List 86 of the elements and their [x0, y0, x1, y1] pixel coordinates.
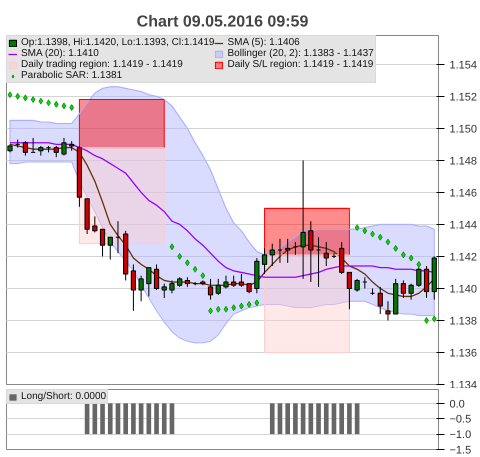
point: [23, 94, 28, 102]
candlestick: [216, 278, 221, 296]
candlestick: [408, 283, 414, 300]
candlestick: [285, 238, 290, 264]
candlestick: [38, 145, 44, 156]
y-tick-label: 0.0: [450, 398, 465, 410]
point: [416, 261, 422, 268]
point: [200, 272, 206, 279]
candlestick: [146, 267, 152, 297]
candlestick: [231, 275, 236, 288]
legend-label: SMA (20): 1.1410: [21, 48, 99, 59]
point: [354, 224, 360, 231]
candlestick: [354, 278, 360, 292]
candlestick: [208, 278, 214, 300]
y-tick-label: 1.152: [450, 91, 478, 104]
point: [38, 98, 44, 104]
candlestick: [300, 160, 306, 280]
point: [254, 300, 260, 306]
legend-label: SMA (5): 1.1406: [227, 37, 300, 48]
point: [30, 96, 36, 103]
chart-title: Chart 09.05.2016 09:59: [136, 14, 308, 30]
point: [54, 101, 59, 108]
point: [401, 252, 406, 258]
y-tick-label: 1.136: [450, 347, 478, 360]
legend-label: Daily trading region: 1.1419 - 1.1419: [21, 59, 183, 70]
candlestick: [238, 274, 244, 288]
candlestick: [100, 228, 106, 257]
y-tick-label: 1.144: [450, 219, 478, 232]
point: [246, 301, 252, 308]
candlestick: [346, 272, 352, 310]
point: [432, 316, 437, 322]
y-tick-label: −1.0: [450, 429, 472, 442]
candlestick: [69, 140, 74, 152]
point: [185, 260, 190, 266]
point: [378, 234, 383, 241]
candlestick: [308, 220, 314, 283]
y-tick-label: 1.138: [450, 315, 478, 328]
candlestick: [92, 216, 98, 233]
y-tick-label: −0.5: [450, 414, 472, 426]
point: [362, 228, 368, 234]
candlestick: [246, 283, 252, 294]
y-tick-label: 1.150: [450, 123, 478, 136]
candlestick: [54, 145, 59, 158]
candlestick: [400, 280, 406, 299]
legend-label: Bollinger (20, 2): 1.1383 - 1.1437: [227, 48, 374, 59]
candlestick: [424, 266, 430, 299]
y-tick-label: −1.5: [450, 444, 472, 456]
point: [15, 93, 20, 100]
y-tick-label: 1.148: [450, 155, 478, 168]
candlestick: [61, 137, 67, 156]
y-tick-label: 1.140: [450, 283, 478, 296]
candlestick: [130, 264, 136, 312]
candlestick: [385, 300, 391, 321]
candlestick: [169, 280, 175, 294]
candlestick: [177, 276, 182, 288]
point: [216, 306, 221, 313]
candlestick: [324, 242, 329, 267]
point: [170, 244, 174, 250]
candlestick: [138, 275, 144, 302]
point: [386, 238, 390, 246]
candlestick: [262, 248, 268, 275]
candlestick: [184, 276, 190, 288]
legend-label: Long/Short: 0.0000: [21, 391, 106, 402]
point: [424, 317, 429, 324]
candlestick: [154, 264, 160, 291]
candlestick: [378, 286, 383, 315]
y-tick-label: 1.154: [450, 59, 478, 72]
y-tick-label: 1.146: [450, 187, 478, 200]
point: [393, 245, 398, 252]
point: [239, 302, 244, 310]
legend-label: Parabolic SAR: 1.1381: [21, 70, 122, 81]
candlestick: [162, 283, 167, 299]
point: [408, 254, 414, 262]
point: [69, 104, 74, 111]
candlestick: [223, 275, 229, 289]
candlestick: [270, 243, 275, 267]
point: [231, 304, 236, 311]
y-tick-label: 1.142: [450, 251, 478, 264]
candlestick: [22, 140, 28, 156]
legend-label: Op:1.1398, Hi:1.1420, Lo:1.1393, Cl:1.1419: [21, 37, 214, 48]
candlestick: [108, 236, 113, 260]
point: [208, 308, 213, 314]
point: [370, 230, 375, 238]
point: [62, 102, 66, 110]
point: [177, 253, 182, 260]
legend-label: Daily S/L region: 1.1419 - 1.1419: [227, 59, 374, 70]
